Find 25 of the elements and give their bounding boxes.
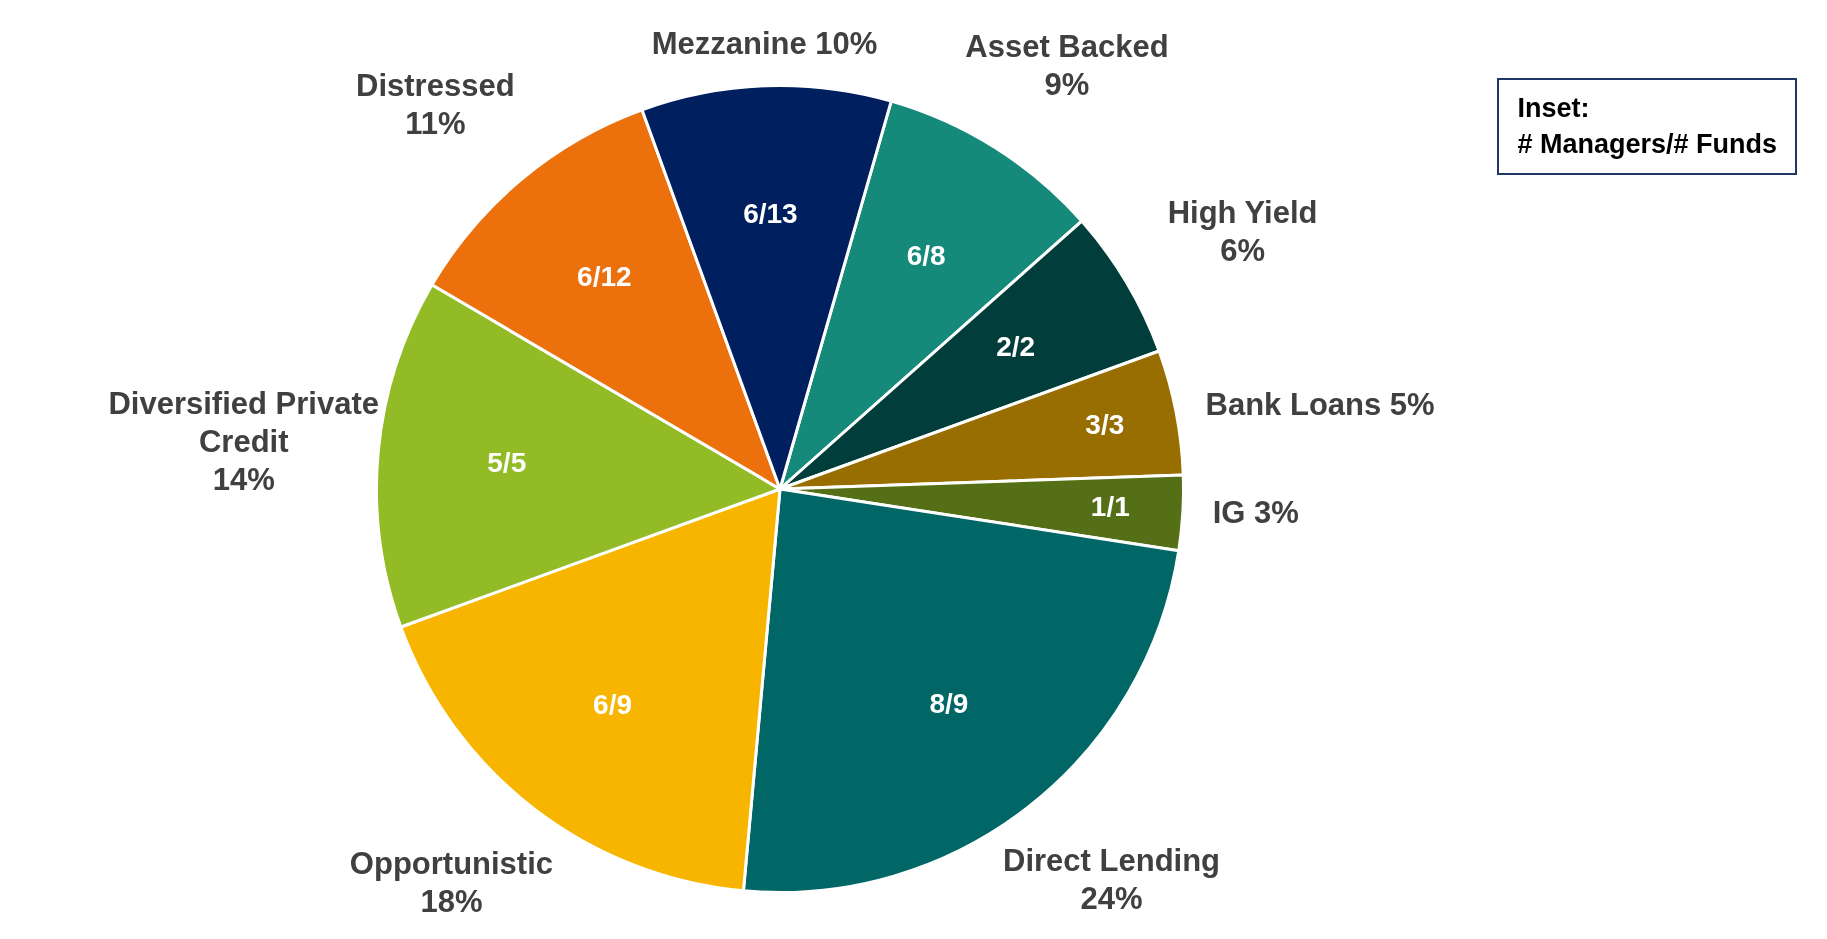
text: 3/3 xyxy=(1085,408,1125,440)
data-label: 6% xyxy=(1220,233,1265,269)
slice-label: Mezzanine 10% xyxy=(651,26,878,62)
data-label: 14% xyxy=(212,462,275,498)
slice-label: Diversified Private Credit xyxy=(108,386,379,460)
text: 5/5 xyxy=(487,446,527,478)
slice-label: High Yield xyxy=(1167,195,1318,231)
text: 6/13 xyxy=(743,197,798,229)
slice-label: Bank Loans 5% xyxy=(1205,386,1435,422)
data-label: 24% xyxy=(1080,881,1143,917)
slice-label: Direct Lending xyxy=(1003,843,1221,879)
text: Inset: # Managers/# Funds xyxy=(1497,78,1797,175)
data-label: 18% xyxy=(420,883,483,919)
slice-label: IG 3% xyxy=(1212,495,1299,531)
text: 6/12 xyxy=(577,260,632,292)
slice-label: Opportunistic xyxy=(349,845,554,881)
text: 6/9 xyxy=(593,689,633,721)
text: 2/2 xyxy=(996,331,1036,363)
text: 8/9 xyxy=(929,687,969,719)
data-label: 11% xyxy=(405,105,466,141)
text: 1/1 xyxy=(1090,491,1130,523)
data-label: 9% xyxy=(1044,66,1090,102)
slice-label: Asset Backed xyxy=(965,28,1169,64)
slice-label: Distressed xyxy=(356,67,515,103)
text: 6/8 xyxy=(906,239,946,271)
